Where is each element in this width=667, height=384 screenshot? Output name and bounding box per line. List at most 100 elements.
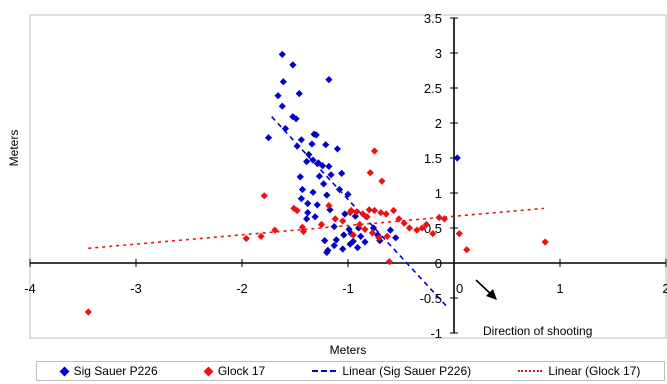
glock-point (418, 224, 426, 232)
glock-point (405, 224, 414, 232)
y-tick-label: 1.5 (424, 151, 442, 166)
glock-point (440, 215, 449, 223)
glock-point (383, 232, 391, 240)
glock-point (349, 231, 357, 239)
y-tick-label: 2 (435, 116, 442, 131)
legend-glock-trend-line-icon (518, 370, 543, 372)
x-axis-title: Meters (330, 343, 367, 357)
sig-sauer-point (313, 201, 321, 209)
glock-point (356, 220, 364, 229)
data-points (84, 50, 549, 316)
glock-point (257, 232, 265, 240)
legend: Sig Sauer P226 Glock 17 Linear (Sig Saue… (36, 361, 665, 381)
glock-point (422, 220, 431, 229)
glock-point (363, 213, 371, 221)
trendlines (88, 116, 545, 310)
x-tick-label: -4 (24, 281, 36, 296)
legend-item-glock-trend: Linear (Glock 17) (518, 364, 640, 378)
sig-sauer-point (305, 150, 313, 159)
sig-sauer-point (321, 237, 329, 245)
y-tick-label: 2.5 (424, 81, 442, 96)
y-tick-label: 0 (435, 256, 442, 271)
sig-sauer-point (322, 141, 330, 149)
glock-point (395, 215, 403, 223)
sig-sauer-point (309, 156, 317, 164)
plot-frame (29, 14, 667, 339)
arrow-head-icon (486, 289, 497, 300)
y-tick-label: -1 (430, 326, 442, 341)
sig-sauer-point (304, 209, 312, 217)
glock-point (368, 229, 376, 237)
glock-point (377, 209, 385, 217)
trendline-sig-sauer (271, 116, 450, 310)
sig-sauer-point (340, 231, 348, 239)
legend-item-sig: Sig Sauer P226 (59, 364, 158, 378)
sig-sauer-point (278, 50, 286, 58)
glock-point (325, 202, 333, 210)
glock-point (455, 230, 463, 238)
legend-item-sig-trend: Linear (Sig Sauer P226) (312, 364, 471, 378)
sig-sauer-point (297, 195, 305, 203)
glock-point (359, 210, 367, 218)
glock-point (271, 226, 279, 234)
legend-item-glock: Glock 17 (203, 364, 266, 378)
sig-sauer-point (309, 188, 317, 196)
sig-sauer-point (292, 115, 300, 123)
sig-sauer-point (369, 224, 378, 232)
sig-sauer-point (296, 173, 304, 181)
sig-sauer-point (344, 190, 352, 198)
sig-sauer-point (341, 210, 349, 218)
glock-point (389, 206, 398, 215)
sig-sauer-point (303, 215, 311, 223)
sig-sauer-point (274, 92, 282, 100)
scatter-plot: -4 -3 -2 -1 0 1 2-1-0.500.511.522.533.5 Meters… (7, 11, 667, 357)
sig-sauer-point (353, 244, 362, 252)
glock-point (370, 147, 379, 155)
sig-sauer-point (361, 238, 369, 246)
sig-sauer-point (315, 172, 323, 180)
sig-sauer-point (293, 142, 301, 150)
sig-sauer-point (333, 145, 341, 153)
axes: -4 -3 -2 -1 0 1 2-1-0.500.511.522.533.5 (24, 11, 667, 341)
legend-sig-marker-icon (59, 366, 70, 376)
x-tick-label: -3 (130, 281, 142, 296)
sig-sauer-point (386, 226, 394, 234)
sig-sauer-point (335, 185, 344, 194)
glock-point (346, 209, 354, 217)
legend-glock-marker-icon (203, 366, 214, 376)
y-tick-label: 3 (435, 46, 442, 61)
sig-sauer-point (304, 199, 312, 208)
glock-point (84, 308, 92, 316)
glock-point (435, 213, 443, 222)
glock-point (541, 238, 549, 246)
glock-point (463, 246, 471, 254)
glock-point (385, 258, 393, 266)
y-tick-label: 3.5 (424, 11, 442, 26)
glock-point (260, 192, 268, 200)
glock-point (382, 210, 390, 218)
sig-sauer-point (312, 131, 320, 139)
direction-label: Direction of shooting (483, 324, 592, 338)
sig-sauer-point (326, 206, 334, 214)
sig-sauer-point (332, 236, 340, 244)
x-tick-label: -1 (342, 281, 354, 296)
sig-sauer-point (318, 162, 327, 170)
sig-sauer-point (357, 232, 365, 240)
sig-sauer-point (297, 136, 305, 144)
sig-sauer-point (289, 61, 297, 69)
legend-glock-label: Glock 17 (217, 364, 266, 378)
y-tick-label: 1 (435, 186, 442, 201)
legend-sig-trend-label: Linear (Sig Sauer P226) (342, 364, 472, 378)
sig-sauer-point (392, 234, 400, 242)
sig-sauer-point (323, 191, 331, 199)
sig-sauer-point (338, 169, 346, 177)
direction-annotation: Direction of shooting (475, 279, 592, 338)
sig-sauer-point (339, 245, 347, 253)
sig-sauer-point (320, 180, 328, 188)
sig-sauer-point (325, 162, 333, 170)
x-tick-label: 0 (456, 281, 463, 296)
sig-sauer-point (279, 78, 287, 86)
sig-sauer-point (278, 102, 286, 110)
glock-point (375, 234, 383, 242)
